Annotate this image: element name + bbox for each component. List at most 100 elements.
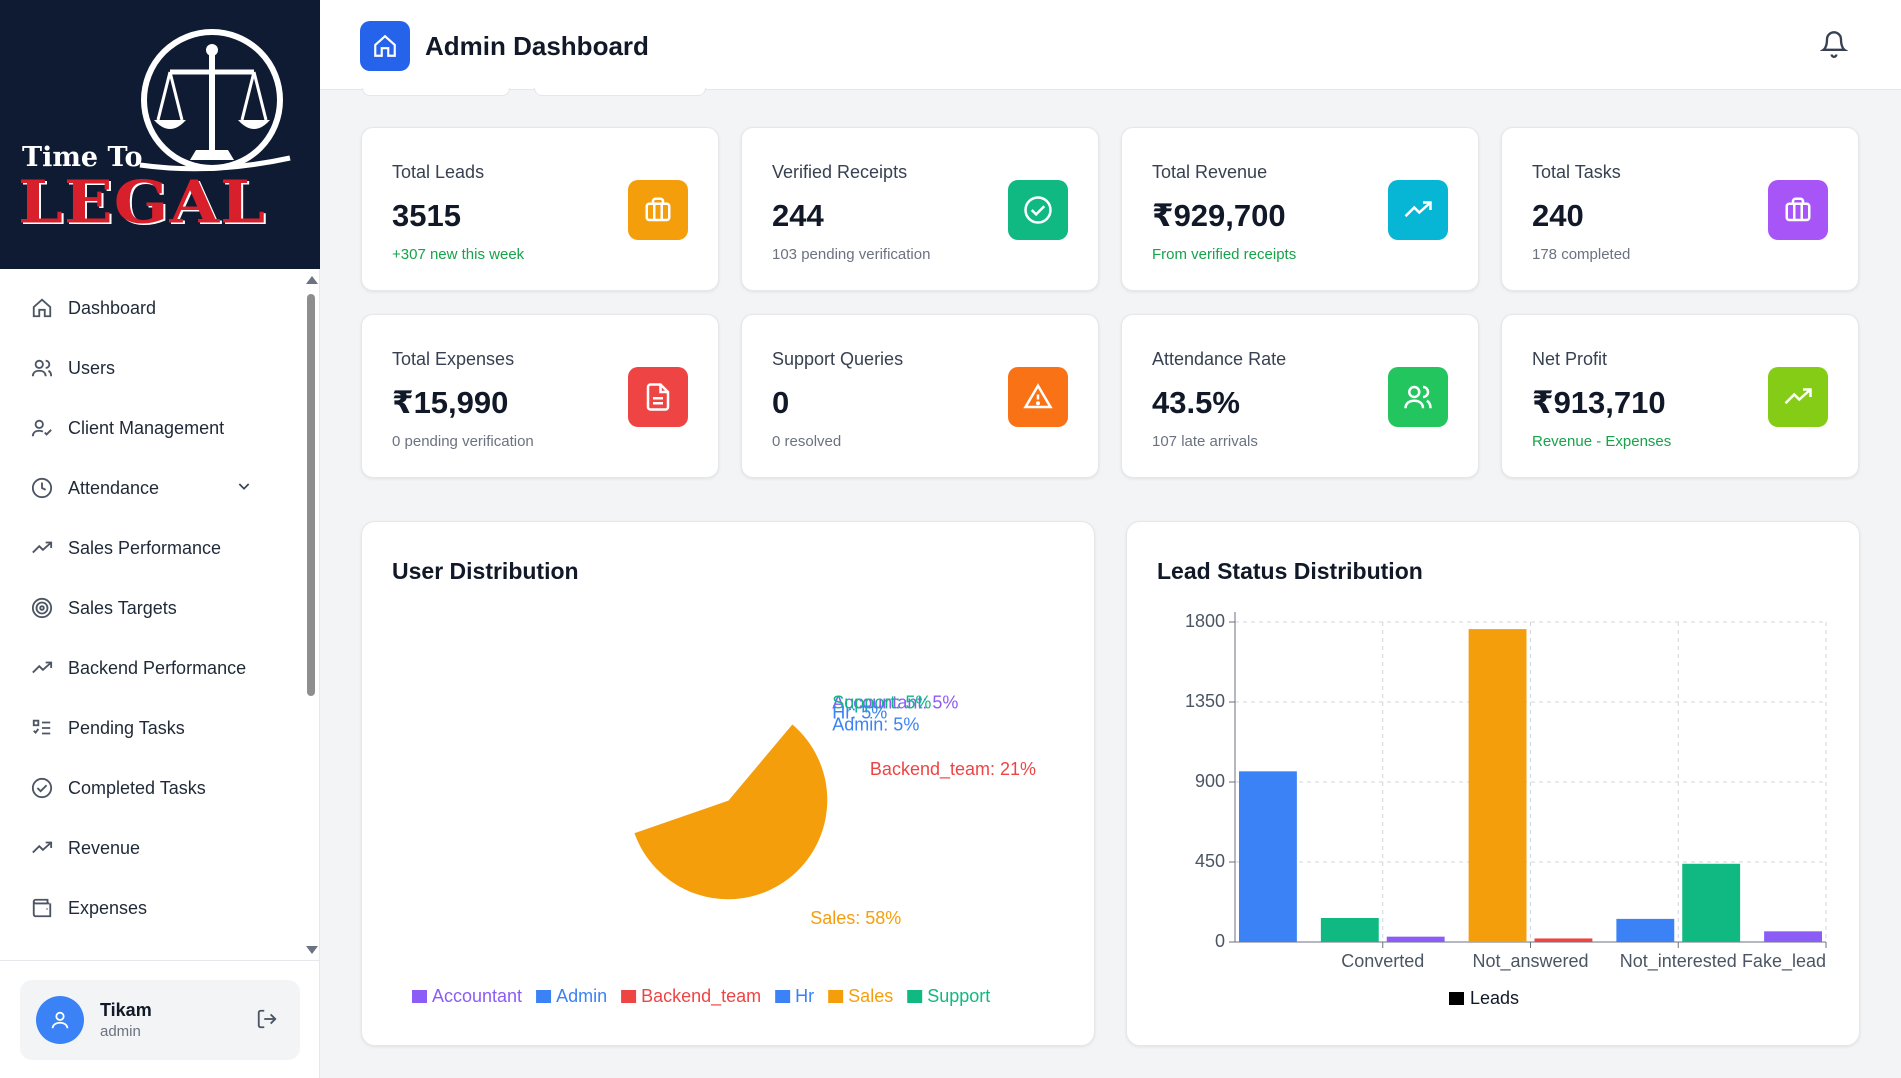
sidebar-scrollbar[interactable] [304, 270, 318, 960]
stat-card-total-tasks[interactable]: Total Tasks 240 178 completed [1501, 127, 1859, 291]
sidebar-item-sales-targets[interactable]: Sales Targets [0, 578, 304, 638]
alert-triangle-icon [1008, 367, 1068, 427]
trending-up-icon [30, 836, 54, 860]
legend-swatch [775, 990, 791, 1003]
stat-subtext: 107 late arrivals [1152, 433, 1258, 450]
stat-subtext: 0 resolved [772, 433, 842, 450]
pie-label: Hr: 5% [832, 702, 887, 722]
bar [1764, 931, 1822, 942]
page-title: Admin Dashboard [425, 31, 649, 61]
bar [1239, 771, 1297, 942]
stat-card-attendance-rate[interactable]: Attendance Rate 43.5% 107 late arrivals [1121, 314, 1479, 478]
stat-card-total-revenue[interactable]: Total Revenue ₹929,700 From verified rec… [1121, 127, 1479, 291]
sidebar-item-label: Revenue [68, 837, 141, 858]
bar [1534, 938, 1593, 942]
brand-logo[interactable]: Time To LEGAL [0, 0, 320, 269]
tab-hint-1[interactable] [362, 88, 510, 96]
legend-label: Hr [795, 986, 814, 1006]
stat-card-total-expenses[interactable]: Total Expenses ₹15,990 0 pending verific… [361, 314, 719, 478]
y-tick-label: 1800 [1185, 611, 1225, 631]
scroll-down-arrow-icon[interactable] [306, 946, 318, 954]
y-tick-label: 450 [1195, 851, 1225, 871]
sidebar-item-dashboard[interactable]: Dashboard [0, 278, 304, 338]
pie-label: Backend_team: 21% [870, 759, 1036, 780]
briefcase-icon [628, 180, 688, 240]
sidebar-item-label: Attendance [68, 477, 160, 498]
stat-label: Support Queries [772, 349, 904, 369]
bar [1682, 863, 1741, 942]
sidebar-item-label: Completed Tasks [68, 777, 206, 798]
stat-subtext: 0 pending verification [392, 433, 534, 450]
stat-value: 244 [772, 198, 824, 233]
sidebar-nav: Dashboard Users Client Management Attend… [0, 278, 304, 958]
legend-swatch [907, 990, 923, 1003]
stat-value: ₹15,990 [392, 385, 509, 420]
scroll-thumb[interactable] [307, 294, 315, 696]
sidebar-item-pending-tasks[interactable]: Pending Tasks [0, 698, 304, 758]
stat-card-total-leads[interactable]: Total Leads 3515 +307 new this week [361, 127, 719, 291]
sidebar-item-label: Pending Tasks [68, 717, 185, 738]
y-tick-label: 0 [1215, 931, 1225, 951]
check-circle-icon [30, 776, 54, 800]
logout-icon[interactable] [256, 1008, 278, 1035]
stat-label: Verified Receipts [772, 162, 908, 182]
stat-subtext: Revenue - Expenses [1532, 433, 1672, 450]
legend-label: Support [927, 986, 990, 1006]
stat-value: ₹929,700 [1152, 198, 1286, 233]
sidebar-item-expenses[interactable]: Expenses [0, 878, 304, 938]
user-profile[interactable]: Tikam admin [20, 980, 300, 1060]
stat-label: Total Leads [392, 162, 485, 182]
stat-card-net-profit[interactable]: Net Profit ₹913,710 Revenue - Expenses [1501, 314, 1859, 478]
sidebar-item-backend-performance[interactable]: Backend Performance [0, 638, 304, 698]
stat-card-verified-receipts[interactable]: Verified Receipts 244 103 pending verifi… [741, 127, 1099, 291]
scroll-up-arrow-icon[interactable] [306, 276, 318, 284]
sidebar: Time To LEGAL Dashboard Users Client Man… [0, 0, 320, 1078]
pie-chart: Accountant: 5%Support: 5%Hr: 5%Admin: 5%… [412, 692, 1036, 1007]
sidebar-item-users[interactable]: Users [0, 338, 304, 398]
home-icon [374, 34, 396, 57]
lead-status-panel: Lead Status Distribution 0 450 900 1350 1800… [1126, 521, 1860, 1046]
y-tick-label: 900 [1195, 771, 1225, 791]
legend-swatch [1449, 992, 1464, 1005]
chevron-down-icon[interactable] [236, 478, 252, 499]
sidebar-item-attendance[interactable]: Attendance [0, 458, 304, 518]
stat-card-support-queries[interactable]: Support Queries 0 0 resolved [741, 314, 1099, 478]
sidebar-item-label: Sales Performance [68, 537, 222, 558]
user-role: admin [100, 1023, 141, 1040]
legend-label: Admin [556, 986, 607, 1006]
pie-label: Support: 5% [832, 692, 931, 712]
sidebar-item-label: Sales Targets [68, 597, 177, 618]
stat-label: Total Revenue [1152, 162, 1268, 182]
x-tick-label: Converted [1341, 951, 1424, 971]
stat-value: 0 [772, 385, 790, 420]
sidebar-item-completed-tasks[interactable]: Completed Tasks [0, 758, 304, 818]
sidebar-item-label: Client Management [68, 417, 225, 438]
bar [1320, 918, 1379, 942]
home-button[interactable] [360, 21, 410, 71]
x-tick-label: Not_interested [1620, 951, 1737, 972]
stat-value: 3515 [392, 198, 461, 233]
legend-swatch [412, 990, 427, 1003]
sidebar-item-client-management[interactable]: Client Management [0, 398, 304, 458]
brand-line-2: LEGAL [18, 168, 267, 237]
file-text-icon [628, 367, 688, 427]
legend-label: Accountant [432, 986, 522, 1006]
user-check-icon [30, 416, 54, 440]
bar [1386, 936, 1445, 942]
y-tick-label: 1350 [1185, 691, 1225, 711]
stat-subtext: From verified receipts [1152, 246, 1297, 263]
list-todo-icon [30, 716, 54, 740]
sidebar-item-label: Dashboard [68, 297, 157, 318]
legend-swatch [828, 990, 844, 1003]
target-icon [30, 596, 54, 620]
stat-label: Attendance Rate [1152, 349, 1287, 369]
bell-icon[interactable] [1819, 30, 1849, 63]
stat-value: 43.5% [1152, 385, 1240, 420]
sidebar-item-revenue[interactable]: Revenue [0, 818, 304, 878]
stat-label: Total Tasks [1532, 162, 1621, 182]
sidebar-item-label: Backend Performance [68, 657, 247, 678]
trending-up-icon [1388, 180, 1448, 240]
tab-hint-2[interactable] [534, 88, 706, 96]
chart-title: Lead Status Distribution [1157, 558, 1423, 584]
sidebar-item-sales-performance[interactable]: Sales Performance [0, 518, 304, 578]
